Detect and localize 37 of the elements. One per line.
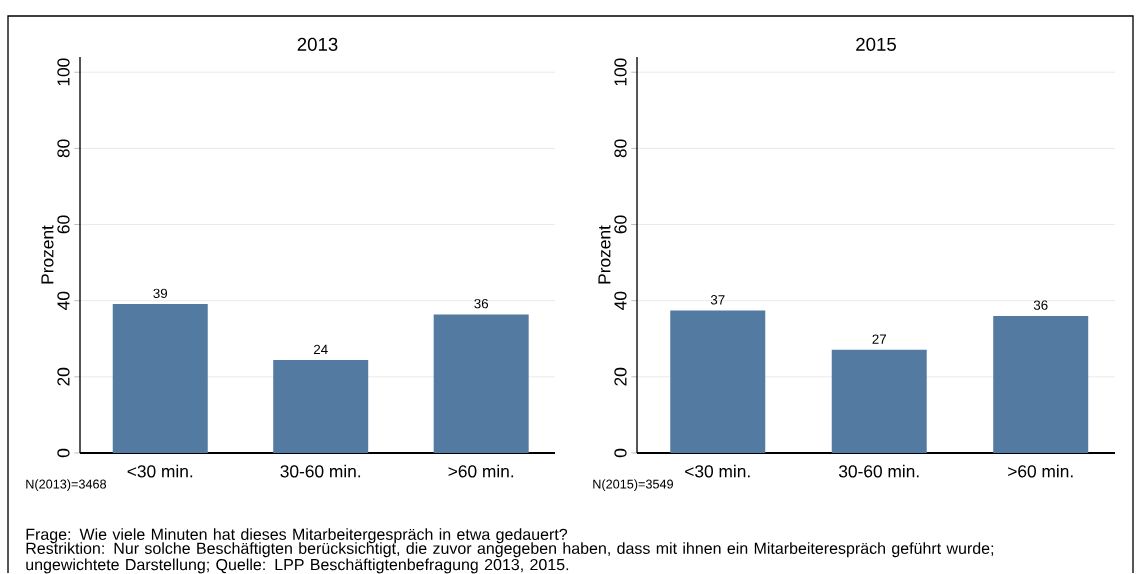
bar bbox=[993, 316, 1089, 454]
bar bbox=[670, 310, 766, 454]
y-tick-label: 40 bbox=[57, 291, 70, 311]
data-label: 39 bbox=[153, 288, 168, 299]
data-label: 36 bbox=[474, 299, 489, 309]
data-label: 27 bbox=[872, 334, 886, 344]
x-tick-label: 30-60 min. bbox=[838, 464, 919, 478]
data-label: 37 bbox=[710, 295, 725, 305]
y-tick-label: 100 bbox=[614, 58, 627, 86]
text: N(2013)=3468 bbox=[26, 479, 107, 492]
y-tick-label: 0 bbox=[614, 449, 627, 458]
bar bbox=[112, 304, 208, 454]
y-axis-title: Prozent bbox=[41, 225, 54, 284]
y-tick-label: 100 bbox=[57, 58, 70, 86]
chart-title: 2015 bbox=[856, 37, 896, 52]
x-tick-label: >60 min. bbox=[1008, 464, 1073, 478]
text: N(2015)=3549 bbox=[593, 479, 673, 492]
x-tick-label: <30 min. bbox=[127, 464, 193, 478]
y-tick-label: 0 bbox=[57, 449, 70, 458]
x-tick-label: 30-60 min. bbox=[280, 464, 361, 478]
y-tick-label: 80 bbox=[614, 139, 627, 158]
chart-title: 2013 bbox=[297, 37, 338, 52]
y-tick-label: 60 bbox=[57, 215, 70, 234]
bar bbox=[273, 360, 369, 454]
y-tick-label: 60 bbox=[614, 215, 627, 234]
x-tick-label: >60 min. bbox=[448, 464, 514, 478]
y-tick-label: 20 bbox=[57, 368, 70, 386]
text: Restriktion: Nur solche Beschäftigten berücksichtigt, die zuvor angegeben haben, dass mit ihnen ein Mitarbeiterespräch geführt wurde; ungewichtete Darstellung; Quelle: LPP Beschäftigtenbefragung 2013, 2015. bbox=[26, 542, 994, 574]
y-axis-title: Prozent bbox=[598, 225, 611, 284]
bar bbox=[433, 314, 529, 454]
data-label: 36 bbox=[1033, 300, 1048, 311]
data-label: 24 bbox=[313, 344, 328, 355]
y-tick-label: 20 bbox=[614, 368, 627, 386]
x-tick-label: <30 min. bbox=[685, 464, 750, 478]
y-tick-label: 40 bbox=[614, 291, 627, 311]
bar bbox=[831, 349, 927, 454]
y-tick-label: 80 bbox=[57, 139, 70, 158]
